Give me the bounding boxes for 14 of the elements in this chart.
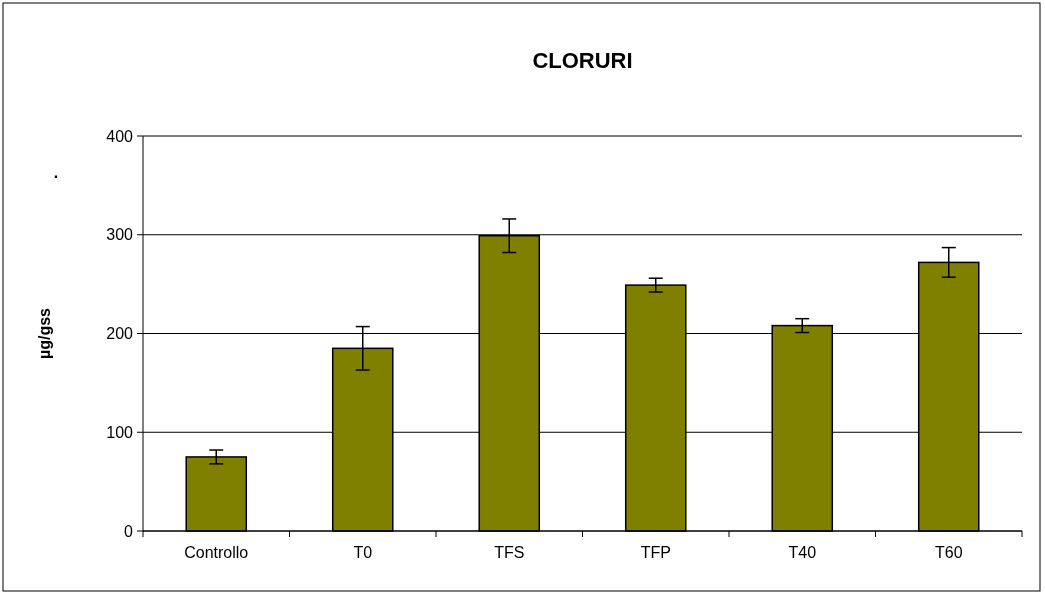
- y-tick-label: 100: [106, 423, 134, 441]
- x-tick-label: T0: [353, 544, 373, 561]
- chart-title: CLORURI: [532, 48, 633, 73]
- y-tick-label: 200: [106, 325, 134, 343]
- x-tick-label: T60: [934, 544, 963, 561]
- y-tick-label: 0: [124, 522, 134, 540]
- x-tick-label: TFS: [494, 544, 525, 561]
- x-tick-label: Controllo: [184, 544, 249, 561]
- text: .: [53, 164, 59, 181]
- y-tick-label: 400: [106, 127, 134, 145]
- x-tick-label: T40: [788, 544, 817, 561]
- x-tick-label: TFP: [640, 544, 671, 561]
- y-axis-title: µg/gss: [36, 307, 53, 360]
- y-tick-label: 300: [106, 226, 134, 244]
